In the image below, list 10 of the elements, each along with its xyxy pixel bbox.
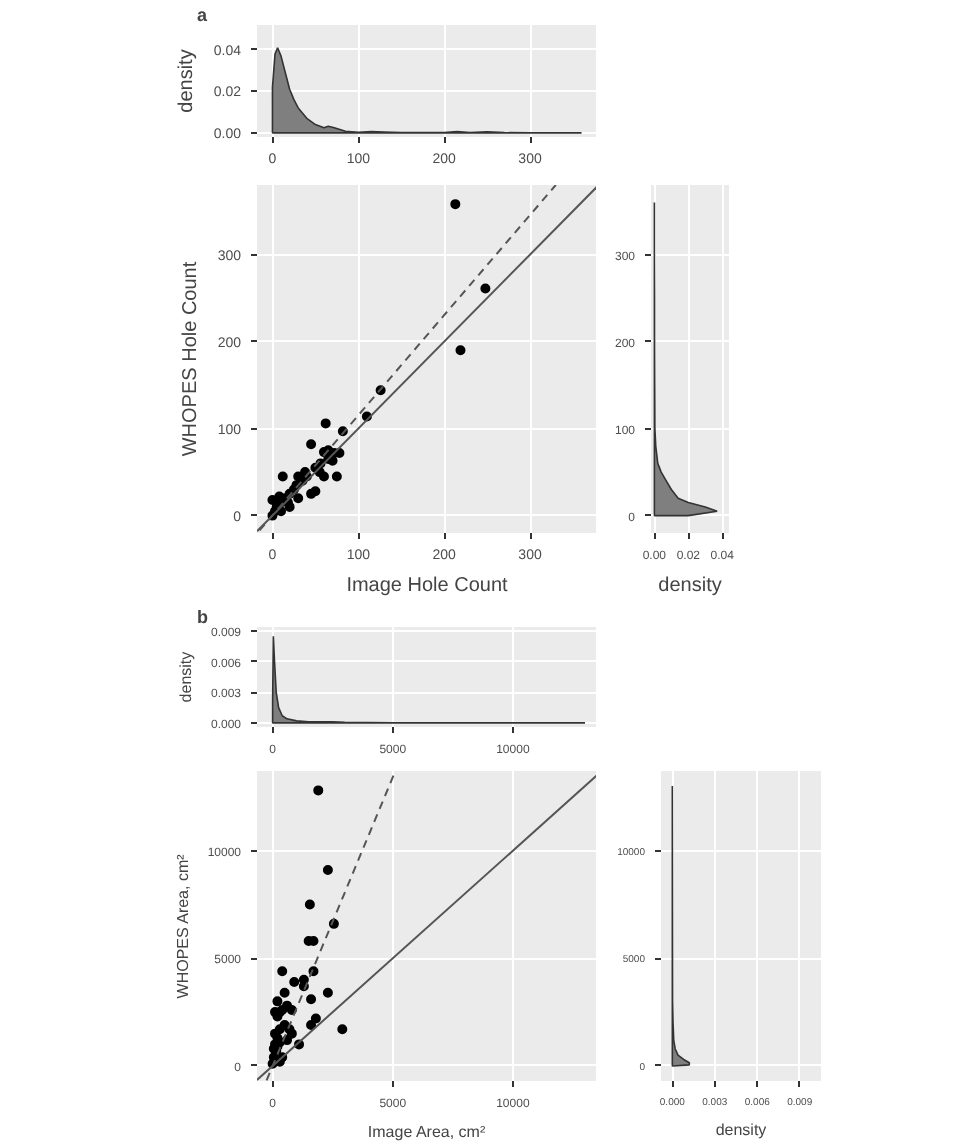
text: b [197,607,209,627]
text: a [197,5,209,25]
x-axis-title: density [658,575,722,597]
y-axis-title: density [176,651,195,703]
x-axis-title: Image Area, cm² [367,1123,486,1141]
y-axis-title: WHOPES Hole Count [179,261,202,457]
y-axis-title: density [175,49,198,113]
y-axis-title: WHOPES Area, cm² [173,853,192,999]
x-axis-title: Image Hole Count [346,575,509,597]
x-axis-title: density [715,1121,767,1139]
